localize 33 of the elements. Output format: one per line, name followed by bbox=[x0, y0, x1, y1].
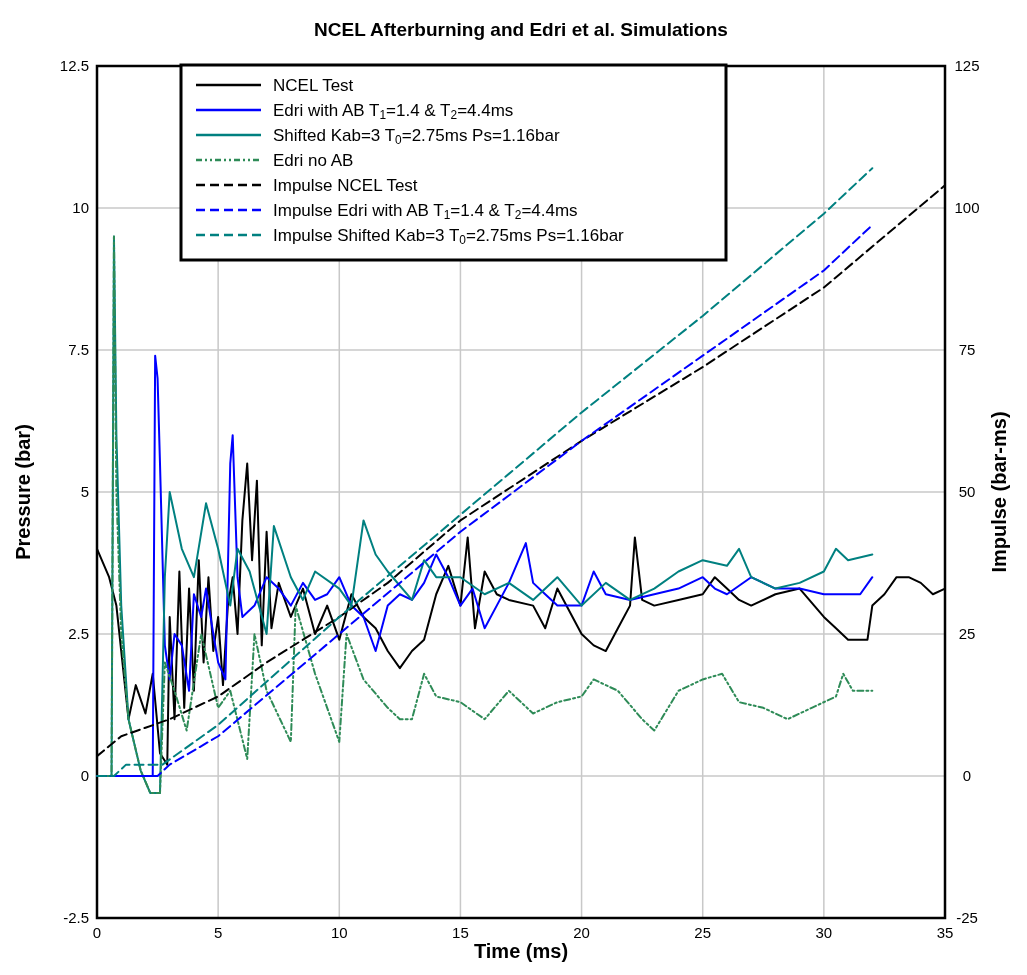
y2-tick-label: 100 bbox=[954, 199, 980, 216]
x-tick-label: 10 bbox=[330, 924, 348, 941]
y-tick-label: 12.5 bbox=[59, 57, 89, 74]
y-tick-label: -2.5 bbox=[63, 909, 89, 926]
y2-tick-label: 25 bbox=[958, 625, 976, 642]
x-tick-label: 30 bbox=[815, 924, 833, 941]
legend-label: Edri with AB T$_{1}$=1.4 & T$_{2}$=4.4ms bbox=[273, 101, 514, 122]
x-tick-label: 0 bbox=[92, 924, 102, 941]
chart-title: NCEL Afterburning and Edri et al. Simulations bbox=[314, 19, 728, 40]
y-tick-label: 5 bbox=[80, 483, 89, 500]
y-tick-label: 10 bbox=[72, 199, 89, 216]
y-axis-title: Pressure (bar) bbox=[12, 424, 34, 560]
x-tick-label: 20 bbox=[573, 924, 590, 941]
y2-tick-label: 125 bbox=[954, 57, 980, 74]
x-tick-label: 15 bbox=[452, 924, 469, 941]
legend-label: Edri no AB bbox=[273, 151, 354, 170]
y-tick-label: 0 bbox=[80, 767, 89, 784]
x-tick-label: 25 bbox=[694, 924, 712, 941]
y2-tick-label: -25 bbox=[956, 909, 978, 926]
x-tick-label: 35 bbox=[936, 924, 954, 941]
legend-label: Impulse NCEL Test bbox=[273, 176, 418, 195]
y2-tick-label: 75 bbox=[958, 341, 976, 358]
legend-label: Shifted Kab=3 T$_{0}$=2.75ms Ps=1.16bar bbox=[273, 126, 560, 147]
legend-label: NCEL Test bbox=[273, 76, 354, 95]
y-tick-label: 2.5 bbox=[68, 625, 89, 642]
legend-label: Impulse Edri with AB T$_{1}$=1.4 & T$_{2}$=4.4ms bbox=[273, 201, 578, 222]
y2-tick-label: 50 bbox=[958, 483, 976, 500]
x-axis-title: Time (ms) bbox=[473, 940, 569, 962]
y2-axis-title: Impulse (bar-ms) bbox=[988, 411, 1010, 573]
x-tick-label: 5 bbox=[213, 924, 223, 941]
y2-tick-label: 0 bbox=[962, 767, 972, 784]
y-tick-label: 7.5 bbox=[68, 341, 89, 358]
legend-label: Impulse Shifted Kab=3 T$_{0}$=2.75ms Ps=1.16bar bbox=[273, 226, 625, 247]
